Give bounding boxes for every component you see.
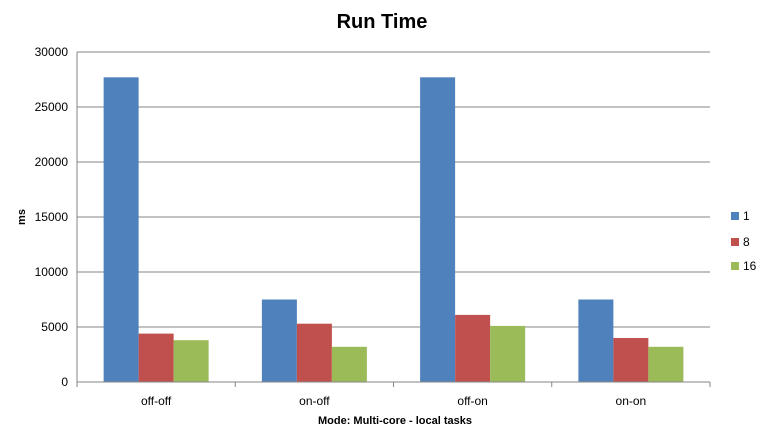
legend-label-8: 8 [743,235,750,249]
bar-off-on-series-8 [455,314,491,382]
y-tick-label: 30000 [35,45,69,59]
legend-label-1: 1 [743,209,750,223]
gridlines [77,51,710,328]
bar-on-off-series-8 [296,323,332,382]
bar-on-on-series-1 [578,299,614,382]
y-axis-title: ms [16,209,28,225]
y-tick-label: 15000 [35,210,69,224]
bar-off-on-series-1 [420,77,456,383]
y-tick-label: 0 [61,375,68,389]
x-axis-title: Mode: Multi-core - local tasks [318,415,472,427]
bar-off-off-series-8 [138,333,174,382]
y-tick-label: 10000 [35,265,69,279]
legend-swatch-8 [731,238,739,246]
y-tick-labels: 0 5000 10000 15000 20000 25000 30000 [35,45,69,389]
bars [103,77,684,383]
chart-title: Run Time [337,11,428,33]
y-tick-label: 25000 [35,100,69,114]
bar-off-on-series-16 [490,325,526,382]
y-tick-label: 20000 [35,155,69,169]
axes [76,52,711,387]
bar-on-off-series-1 [261,299,297,382]
bar-off-off-series-16 [173,340,209,382]
bar-off-off-series-1 [103,77,139,383]
x-tick-label: on-off [299,394,330,408]
x-tick-label: on-on [616,394,647,408]
legend-swatch-16 [731,262,739,270]
bar-on-on-series-16 [648,346,684,382]
bar-on-on-series-8 [613,338,649,382]
x-tick-label: off-on [457,394,487,408]
bar-on-off-series-16 [331,346,367,382]
x-tick-label: off-off [141,394,172,408]
legend-label-16: 16 [743,259,757,273]
y-tick-label: 5000 [41,320,68,334]
x-tick-labels: off-off on-off off-on on-on [141,394,646,408]
legend-swatch-1 [731,212,739,220]
